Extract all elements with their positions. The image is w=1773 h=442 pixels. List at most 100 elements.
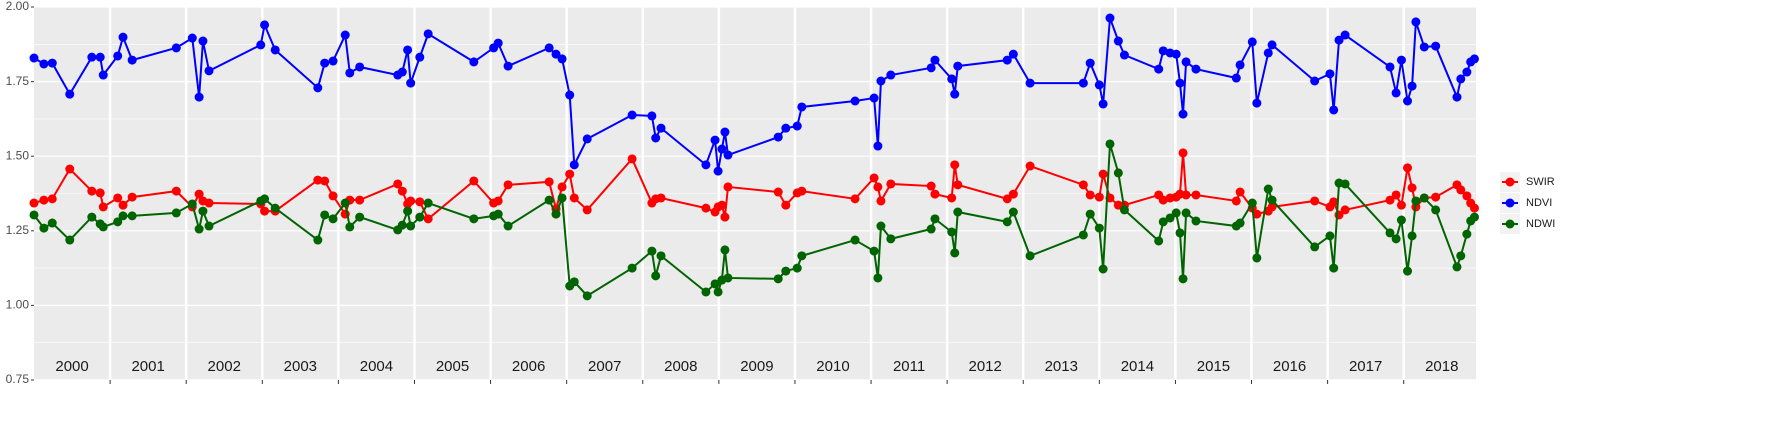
point	[582, 205, 592, 215]
point	[1247, 198, 1257, 208]
x-tick-label: 2010	[816, 358, 849, 375]
legend-label: NDVI	[1526, 197, 1552, 209]
y-tick-label: 2.00	[6, 0, 30, 13]
point	[950, 248, 960, 258]
point	[204, 66, 214, 76]
point	[582, 134, 592, 144]
x-tick-label: 2009	[740, 358, 773, 375]
point	[345, 68, 355, 78]
point	[551, 209, 561, 219]
point	[406, 78, 416, 88]
point	[29, 198, 39, 208]
point	[187, 33, 197, 43]
point	[1181, 208, 1191, 218]
point	[406, 221, 416, 231]
point	[930, 55, 940, 65]
point	[1025, 78, 1035, 88]
x-tick-label: 2007	[588, 358, 621, 375]
point	[1105, 13, 1115, 23]
point	[1452, 92, 1462, 102]
point	[1267, 195, 1277, 205]
point	[270, 203, 280, 213]
point	[869, 246, 879, 256]
point	[1154, 236, 1164, 246]
point	[171, 208, 181, 218]
y-tick-label: 1.75	[6, 74, 30, 88]
point	[1407, 81, 1417, 91]
point	[171, 43, 181, 53]
x-tick-label: 2001	[131, 358, 164, 375]
point	[313, 83, 323, 93]
point	[1235, 218, 1245, 228]
point	[113, 51, 123, 61]
point	[850, 194, 860, 204]
point	[701, 160, 711, 170]
point	[65, 89, 75, 99]
point	[781, 200, 791, 210]
point	[423, 198, 433, 208]
point	[1191, 64, 1201, 74]
point	[403, 45, 413, 55]
point	[113, 193, 123, 203]
point	[194, 92, 204, 102]
point	[320, 58, 330, 68]
x-tick-label: 2000	[55, 358, 88, 375]
x-tick-label: 2004	[360, 358, 393, 375]
point	[1252, 98, 1262, 108]
point	[797, 102, 807, 112]
point	[1171, 208, 1181, 218]
point	[406, 196, 416, 206]
point	[328, 56, 338, 66]
point	[947, 227, 957, 237]
point	[1178, 274, 1188, 284]
point	[781, 266, 791, 276]
point	[701, 203, 711, 213]
point	[565, 169, 575, 179]
point	[1235, 60, 1245, 70]
point	[328, 191, 338, 201]
point	[947, 193, 957, 203]
point	[1263, 48, 1273, 58]
point	[1310, 196, 1320, 206]
point	[320, 210, 330, 220]
legend-marker	[1505, 198, 1515, 208]
point	[198, 36, 208, 46]
point	[1119, 50, 1129, 60]
point	[503, 61, 513, 71]
point	[194, 189, 204, 199]
point	[1407, 231, 1417, 241]
point	[1175, 78, 1185, 88]
point	[1456, 251, 1466, 261]
point	[1411, 196, 1421, 206]
point	[930, 189, 940, 199]
point	[1158, 46, 1168, 56]
point	[1252, 253, 1262, 263]
x-tick-label: 2014	[1121, 358, 1154, 375]
point	[953, 207, 963, 217]
point	[29, 53, 39, 63]
point	[869, 173, 879, 183]
point	[723, 182, 733, 192]
point	[355, 212, 365, 222]
point	[710, 279, 720, 289]
point	[1181, 190, 1191, 200]
x-tick-label: 2003	[284, 358, 317, 375]
point	[194, 224, 204, 234]
point	[886, 179, 896, 189]
point	[320, 176, 330, 186]
point	[1002, 194, 1012, 204]
point	[493, 196, 503, 206]
y-tick-label: 1.00	[6, 298, 30, 312]
point	[1462, 67, 1472, 77]
point	[926, 224, 936, 234]
point	[1181, 57, 1191, 67]
point	[1094, 223, 1104, 233]
point	[1098, 169, 1108, 179]
point	[1385, 195, 1395, 205]
point	[423, 29, 433, 39]
point	[850, 96, 860, 106]
point	[651, 133, 661, 143]
point	[118, 200, 128, 210]
point	[1085, 209, 1095, 219]
